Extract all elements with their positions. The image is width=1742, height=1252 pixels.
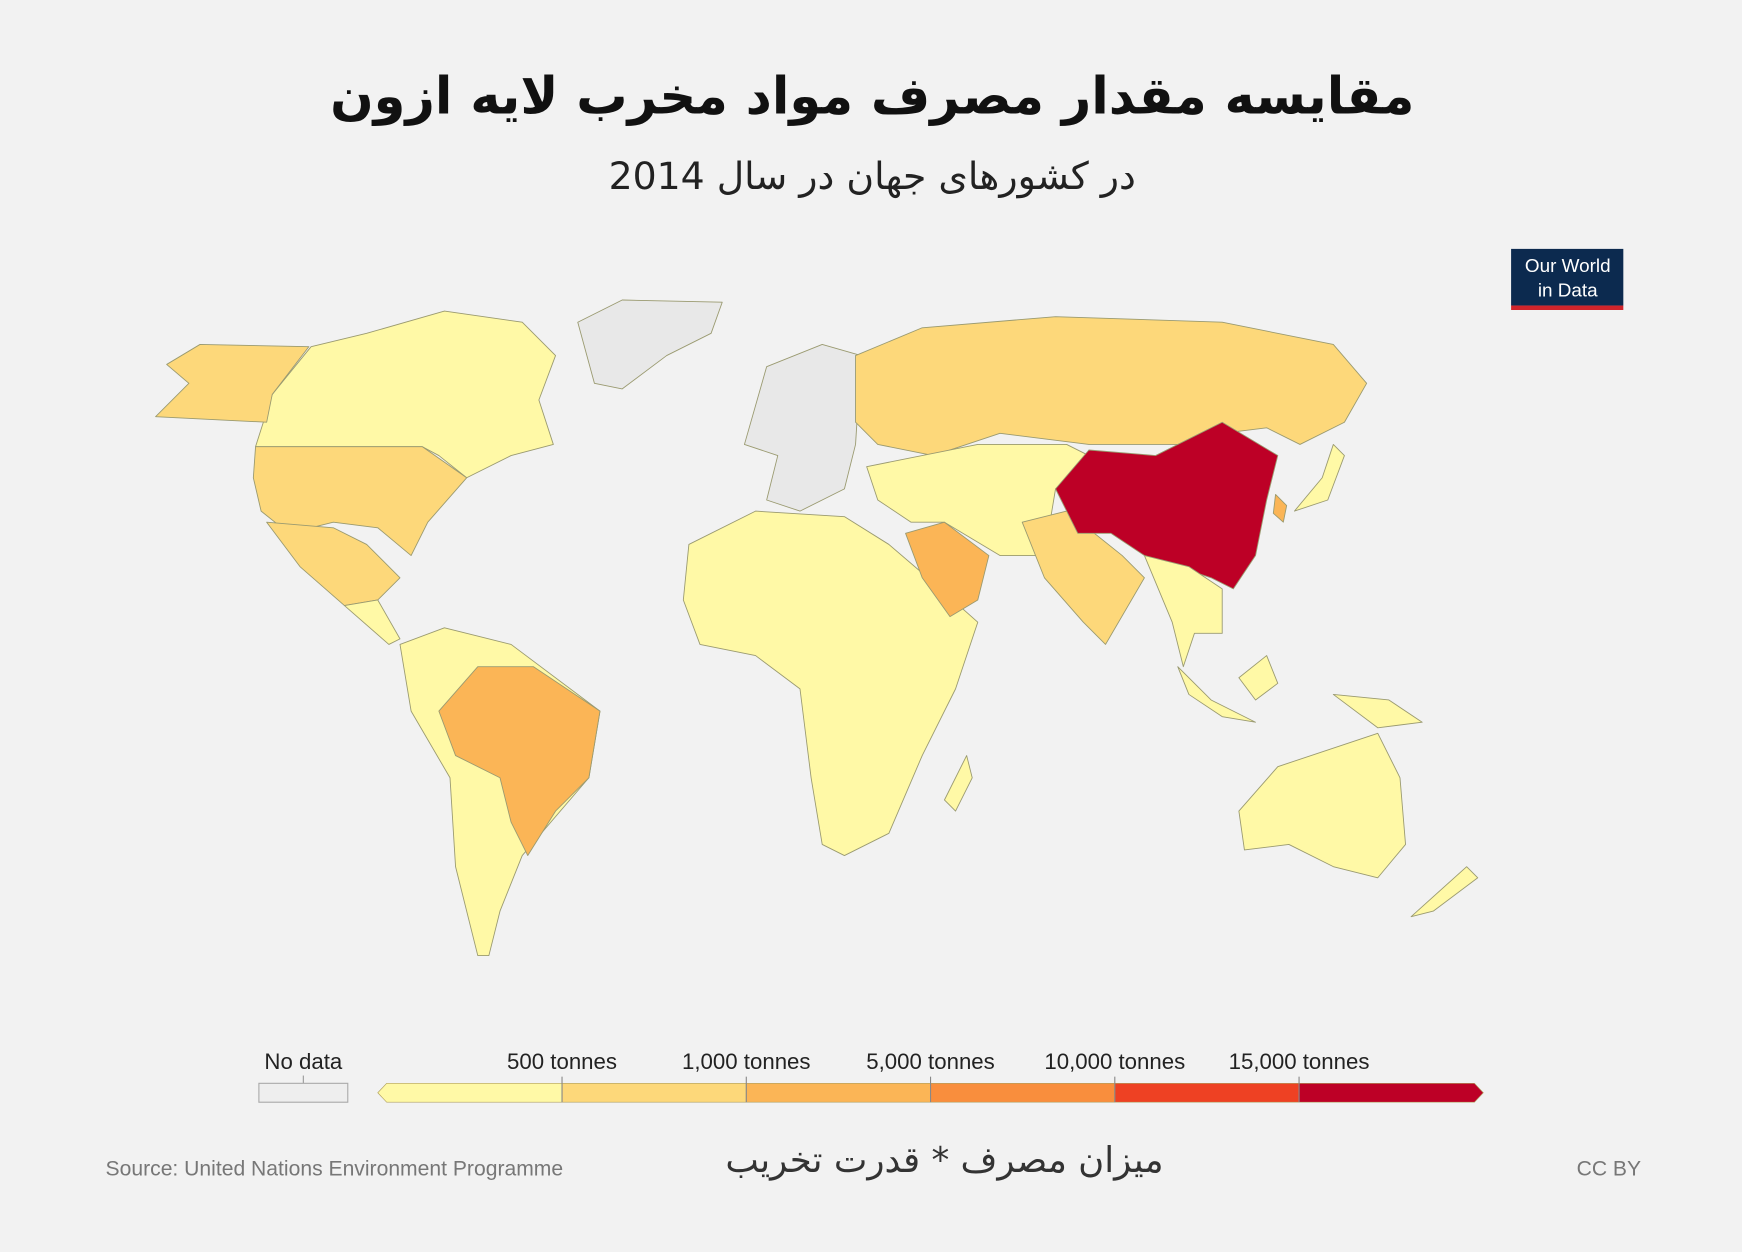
legend-tick-label: 10,000 tonnes (1044, 1049, 1185, 1074)
legend-swatch (1114, 1082, 1300, 1103)
logo-text: in Data (1538, 281, 1598, 302)
china (1055, 421, 1279, 590)
legend-tick-label: 15,000 tonnes (1229, 1049, 1370, 1074)
legend-tick-label: 500 tonnes (507, 1049, 617, 1074)
mexico (266, 521, 401, 606)
logo: Our World in Data (1511, 248, 1624, 310)
legend-title: میزان مصرف * قدرت تخریب (725, 1140, 1163, 1181)
source: Source: United Nations Environment Progr… (106, 1158, 564, 1181)
legend-tick-label: 1,000 tonnes (682, 1049, 811, 1074)
no-data-swatch (258, 1082, 349, 1103)
subtitle: در کشورهای جهان در سال 2014 (609, 154, 1136, 199)
content: مقایسه مقدار مصرف مواد مخرب لایه ازون در… (106, 67, 1642, 1181)
europe (743, 343, 862, 512)
logo-text: Our World (1525, 256, 1611, 277)
logo-box (1511, 248, 1624, 306)
australia (1238, 732, 1406, 879)
central-america (343, 599, 401, 645)
madagascar (943, 755, 973, 812)
legend-swatch (930, 1082, 1116, 1103)
alaska (155, 343, 310, 423)
legend-tick-label: 5,000 tonnes (866, 1049, 995, 1074)
borneo (1238, 655, 1279, 701)
africa (682, 510, 979, 856)
greenland (577, 299, 723, 390)
legend-swatch (745, 1082, 931, 1103)
logo-bar (1511, 305, 1624, 310)
new-zealand (1410, 866, 1479, 918)
saudi-arabia (905, 521, 990, 618)
southeast-asia (1143, 555, 1223, 668)
license: CC BY (1577, 1158, 1642, 1181)
no-data-label: No data (264, 1049, 342, 1074)
indonesia (1177, 666, 1256, 723)
new-guinea (1332, 693, 1423, 729)
world-map (155, 299, 1479, 956)
legend-swatch (1298, 1082, 1484, 1103)
japan (1293, 443, 1345, 512)
title: مقایسه مقدار مصرف مواد مخرب لایه ازون (330, 67, 1414, 126)
russia (855, 316, 1368, 456)
legend: No data 500 tonnes 1,000 tonnes 5,000 tonn… (258, 1049, 1484, 1103)
brazil (438, 666, 601, 856)
korea (1272, 493, 1288, 523)
legend-swatch (561, 1082, 747, 1103)
legend-swatch (377, 1082, 563, 1103)
